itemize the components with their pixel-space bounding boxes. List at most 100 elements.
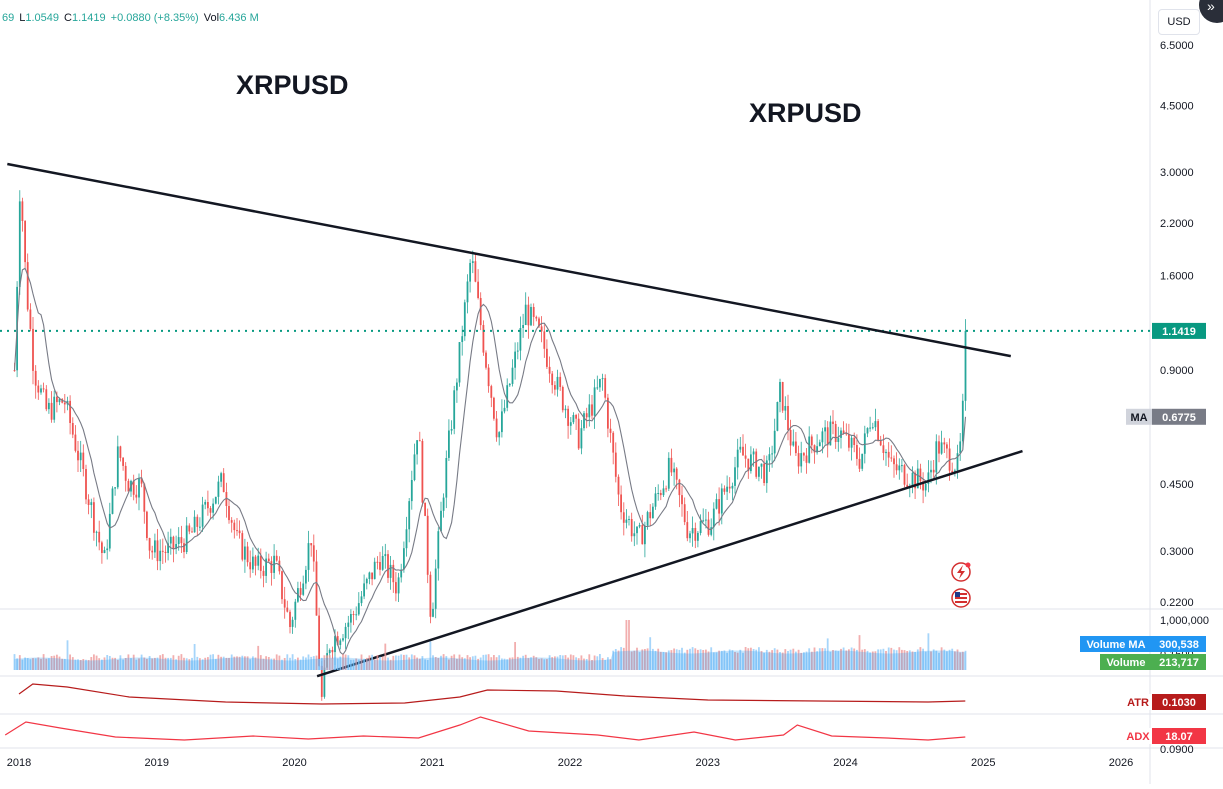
candle-body [856,445,858,459]
volume-bar [495,657,498,670]
volume-bar [848,649,850,670]
trendline-layer[interactable] [7,162,1023,678]
candle-body [283,599,286,608]
volume-bar [85,659,87,670]
candle-body [188,525,191,532]
volume-bar [318,659,320,670]
candle-body [418,440,421,442]
volume-bar [792,648,795,670]
volume-bar [474,655,477,670]
candle-body [760,463,763,467]
volume-bar [765,649,768,670]
candle-body [93,502,95,533]
candle-body [622,512,625,523]
volume-bar [551,657,554,670]
candle-body [469,263,471,282]
candle-body [874,421,877,428]
volume-bar [638,652,641,670]
candle-body [410,480,413,502]
volume-bar [834,650,837,670]
candle-body [127,480,130,492]
candle-body [82,452,85,469]
price-tick-label: 4.5000 [1160,100,1194,112]
volume-bar [21,659,24,670]
candle-body [281,571,283,600]
candle-body [252,556,254,570]
volume-bar [466,655,469,670]
candle-body [842,430,845,434]
candle-body [154,540,156,553]
volume-bar [487,654,490,670]
candle-body [869,427,871,429]
lower-trendline[interactable] [316,449,1023,678]
volume-bar [607,657,609,670]
time-tick-label: 2019 [145,757,169,769]
volume-bar [908,650,911,670]
candle-body [927,472,930,484]
volume-bar [310,656,313,670]
axis-tag-value-box [1152,728,1206,744]
volume-bar [898,647,901,670]
volume-bar [652,648,654,670]
volume-bar [42,654,45,670]
candle-body [463,302,466,337]
volume-bar [903,650,906,670]
volume-bar [479,657,482,670]
volume-bar [554,656,556,670]
time-axis[interactable]: 2018 2019 2020 2021 2022 2023 2024 2025 2026 [7,757,1133,769]
candle-body [236,530,238,532]
candle-body [705,519,707,521]
volume-bar [347,655,350,670]
candle-body [503,407,506,412]
volume-bar [87,660,90,670]
upper-trendline[interactable] [7,162,1012,358]
candle-body [453,390,456,429]
axis-tag-value: 18.07 [1165,731,1193,743]
volume-bar [871,651,874,670]
volume-bar [564,655,567,670]
currency-button[interactable]: USD [1158,9,1200,35]
candle-body [448,430,450,458]
candle-body [893,458,895,465]
candle-body [384,554,387,557]
legend-close-value: 1.1419 [72,12,106,24]
lightning-event-icon[interactable] [951,562,971,582]
candle-body [474,261,477,282]
candle-body [368,572,371,579]
volume-bar [781,652,784,670]
volume-bar [760,651,763,670]
candle-body [373,561,376,580]
candle-body [683,504,686,523]
candle-body [207,502,209,509]
candle-body [458,342,461,383]
title-xrpusd-left: XRPUSD [236,70,349,100]
volume-bar [477,658,479,670]
us-flag-event-icon[interactable] [951,588,971,608]
volume-bar [201,659,204,670]
volume-bar [728,649,731,670]
volume-bar [601,658,604,670]
volume-bar [53,655,56,670]
candle-body [323,667,326,697]
fast-forward-icon[interactable]: » [1199,0,1223,23]
volume-bar [771,650,773,670]
volume-bar [331,658,334,670]
candle-body [654,493,657,507]
candle-body [514,351,516,368]
candle-body [771,453,773,455]
volume-bar [116,659,119,670]
candle-body [254,556,257,566]
axis-tag-label-box [1124,694,1152,710]
candle-body [278,560,281,572]
candle-body [895,464,898,471]
axis-tag-value: 300,538 [1159,639,1199,651]
volume-bar [818,648,821,670]
volume-bar [135,659,138,670]
candle-body [429,574,432,617]
volume-bar [177,655,180,670]
candle-body [901,465,903,467]
candle-body [405,529,408,549]
candle-body [379,562,381,570]
candle-body [135,494,138,498]
